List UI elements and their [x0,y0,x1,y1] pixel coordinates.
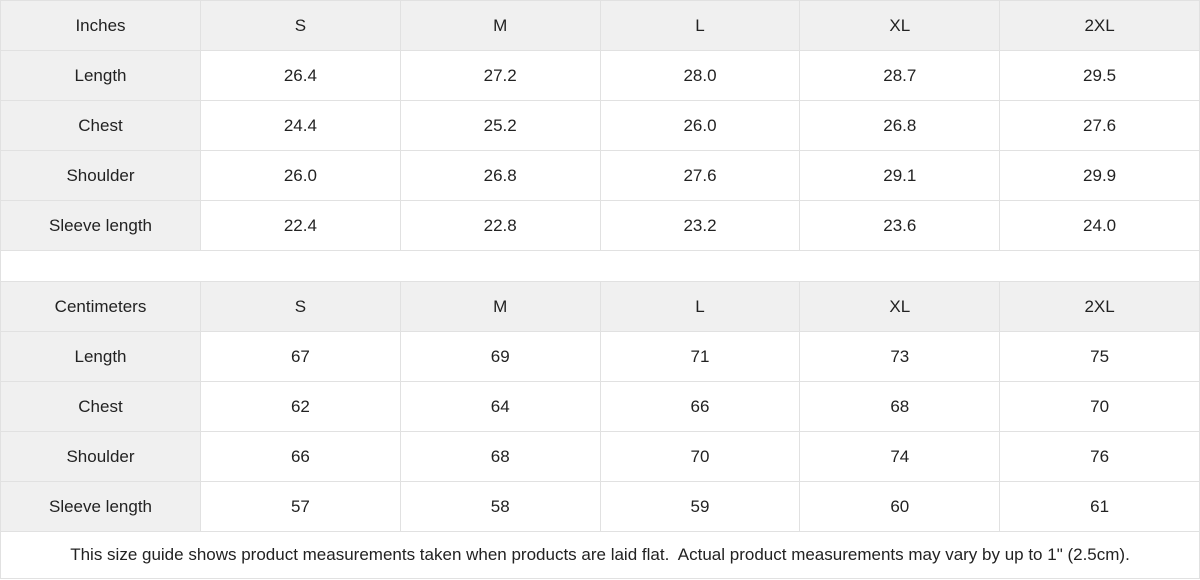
measurement-value: 76 [999,431,1200,482]
table-row: Shoulder 66 68 70 74 76 [0,431,1200,482]
measurement-value: 75 [999,331,1200,382]
measurement-value: 68 [799,381,1001,432]
size-column-header: XL [799,0,1001,51]
measurement-value: 23.6 [799,200,1001,251]
measurement-value: 64 [399,381,601,432]
table-row: Chest 62 64 66 68 70 [0,381,1200,432]
measurement-label: Shoulder [0,431,201,482]
unit-header-centimeters: Centimeters [0,281,201,332]
measurement-value: 74 [799,431,1001,482]
table-row: Sleeve length 57 58 59 60 61 [0,481,1200,532]
measurement-value: 22.8 [399,200,601,251]
measurement-value: 70 [999,381,1200,432]
inches-header-row: Inches S M L XL 2XL [0,0,1200,51]
measurement-value: 29.5 [999,50,1200,101]
measurement-value: 26.4 [200,50,401,101]
table-row: Shoulder 26.0 26.8 27.6 29.1 29.9 [0,150,1200,201]
measurement-value: 58 [399,481,601,532]
measurement-value: 73 [799,331,1001,382]
size-column-header: 2XL [999,0,1200,51]
size-column-header: S [200,0,401,51]
size-column-header: L [599,281,801,332]
measurement-label: Chest [0,381,201,432]
measurement-value: 28.0 [599,50,801,101]
measurement-label: Length [0,331,201,382]
centimeters-table: Centimeters S M L XL 2XL Length 67 69 71… [0,281,1200,532]
size-column-header: M [399,281,601,332]
measurement-value: 66 [200,431,401,482]
measurement-value: 68 [399,431,601,482]
centimeters-header-row: Centimeters S M L XL 2XL [0,281,1200,332]
measurement-value: 61 [999,481,1200,532]
table-row: Chest 24.4 25.2 26.0 26.8 27.6 [0,100,1200,151]
measurement-value: 67 [200,331,401,382]
measurement-value: 26.8 [799,100,1001,151]
measurement-label: Chest [0,100,201,151]
measurement-value: 57 [200,481,401,532]
measurement-value: 59 [599,481,801,532]
measurement-value: 66 [599,381,801,432]
measurement-value: 25.2 [399,100,601,151]
measurement-value: 27.2 [399,50,601,101]
measurement-value: 60 [799,481,1001,532]
measurement-value: 23.2 [599,200,801,251]
size-column-header: 2XL [999,281,1200,332]
measurement-value: 24.0 [999,200,1200,251]
inches-table: Inches S M L XL 2XL Length 26.4 27.2 28.… [0,0,1200,251]
measurement-label: Sleeve length [0,200,201,251]
unit-header-inches: Inches [0,0,201,51]
table-row: Length 67 69 71 73 75 [0,331,1200,382]
measurement-value: 26.0 [200,150,401,201]
measurement-value: 24.4 [200,100,401,151]
table-gap [0,251,1200,281]
size-column-header: XL [799,281,1001,332]
measurement-value: 29.9 [999,150,1200,201]
measurement-value: 26.0 [599,100,801,151]
measurement-value: 70 [599,431,801,482]
measurement-label: Length [0,50,201,101]
table-row: Sleeve length 22.4 22.8 23.2 23.6 24.0 [0,200,1200,251]
measurement-value: 27.6 [999,100,1200,151]
size-column-header: S [200,281,401,332]
size-column-header: M [399,0,601,51]
measurement-value: 29.1 [799,150,1001,201]
footer-note: This size guide shows product measuremen… [0,532,1200,579]
size-column-header: L [599,0,801,51]
measurement-value: 28.7 [799,50,1001,101]
measurement-value: 62 [200,381,401,432]
measurement-value: 27.6 [599,150,801,201]
measurement-label: Shoulder [0,150,201,201]
measurement-label: Sleeve length [0,481,201,532]
measurement-value: 71 [599,331,801,382]
table-row: Length 26.4 27.2 28.0 28.7 29.5 [0,50,1200,101]
measurement-value: 22.4 [200,200,401,251]
measurement-value: 26.8 [399,150,601,201]
measurement-value: 69 [399,331,601,382]
